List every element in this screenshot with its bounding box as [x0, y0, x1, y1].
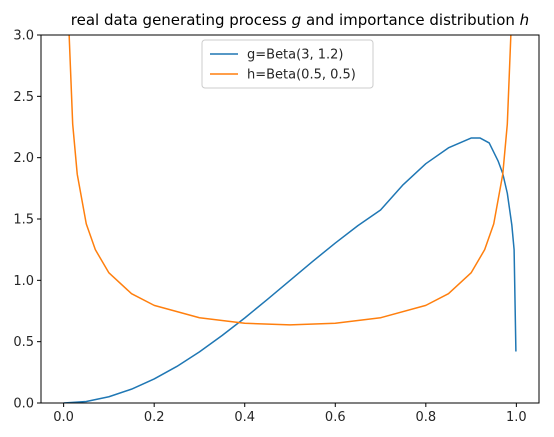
y-tick-label: 1.0: [13, 274, 34, 289]
y-tick-label: 2.0: [13, 151, 34, 166]
x-tick-label: 0.2: [144, 410, 165, 425]
legend: g=Beta(3, 1.2) h=Beta(0.5, 0.5): [201, 39, 374, 89]
title-symbol-h: h: [520, 11, 530, 29]
x-tick-label: 0.4: [234, 410, 255, 425]
y-tick-label: 3.0: [13, 29, 34, 44]
title-symbol-g: g: [292, 11, 302, 29]
plot-frame: [40, 34, 540, 404]
axes-layer: 0.0 0.2 0.4 0.6 0.8 1.0 0.0 0.5 1.0 1.5 2.0 2.5 3.0: [13, 29, 526, 426]
y-tick-label: 0.5: [13, 335, 34, 350]
chart-title: real data generating process g and impor…: [71, 11, 529, 29]
x-tick-label: 0.8: [415, 410, 436, 425]
x-tick-label: 0.6: [325, 410, 346, 425]
series-line-g: [63, 137, 517, 403]
y-tick-label: 0.0: [13, 397, 34, 412]
legend-label: h=Beta(0.5, 0.5): [247, 68, 356, 83]
x-tick-label: 0.0: [53, 410, 74, 425]
series-line-h: [68, 35, 512, 326]
series-layer: [63, 35, 517, 403]
y-tick-label: 1.5: [13, 213, 34, 228]
legend-box: [201, 39, 374, 89]
y-tick-label: 2.5: [13, 90, 34, 105]
title-part-main: real data generating process: [71, 11, 292, 29]
legend-label: g=Beta(3, 1.2): [247, 48, 343, 63]
x-tick-label: 1.0: [506, 410, 527, 425]
title-part-mid: and importance distribution: [301, 11, 519, 29]
